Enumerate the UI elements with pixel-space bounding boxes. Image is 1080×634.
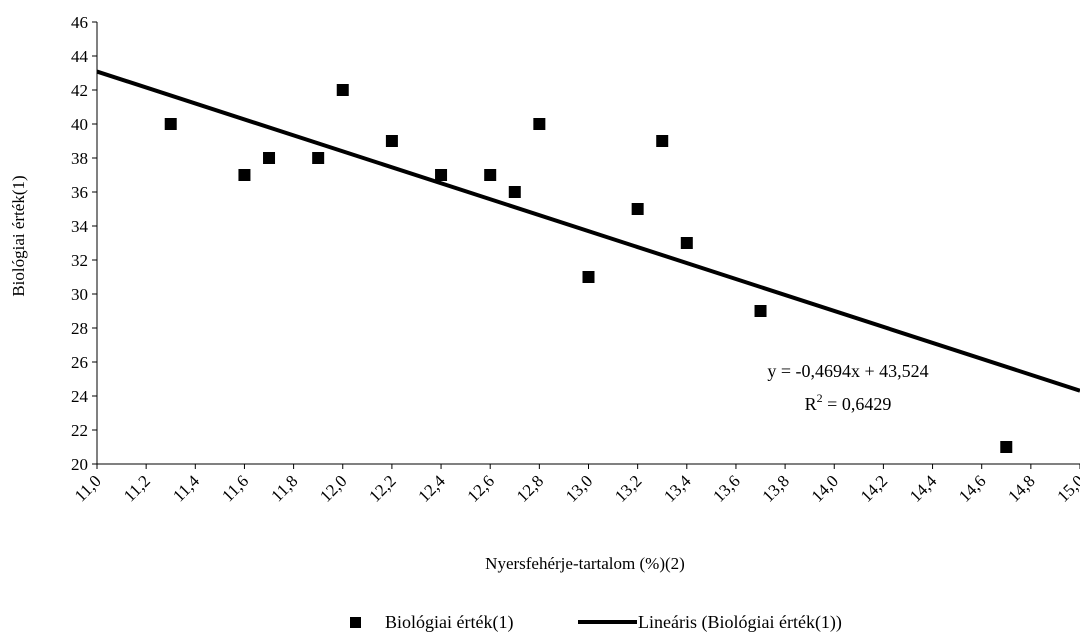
y-tick-label: 28 [71, 319, 88, 338]
x-tick-label: 12,2 [365, 471, 399, 505]
x-tick-label: 13,8 [758, 471, 792, 505]
data-point [336, 84, 349, 96]
y-axis-title: Biológiai érték(1) [9, 175, 28, 296]
data-point [631, 203, 644, 215]
data-point [238, 169, 251, 181]
data-point [533, 118, 546, 130]
x-tick-label: 11,6 [218, 471, 252, 505]
legend: Biológiai érték(1) Lineáris (Biológiai é… [350, 612, 842, 633]
y-tick-label: 36 [71, 183, 88, 202]
y-tick-label: 22 [71, 421, 88, 440]
x-tick-label: 13,4 [660, 471, 695, 506]
data-point [484, 169, 497, 181]
trendline-layer [96, 69, 1080, 393]
legend-square-marker [350, 617, 361, 628]
data-point [680, 237, 693, 249]
y-tick-label: 46 [71, 13, 88, 32]
x-tick-label: 14,4 [906, 471, 941, 506]
data-point [582, 271, 595, 283]
x-tick-label: 11,0 [71, 471, 105, 505]
x-tick-label: 14,8 [1004, 471, 1038, 505]
x-tick-label: 12,0 [316, 471, 350, 505]
data-point [385, 135, 398, 147]
x-tick-label: 15,0 [1053, 471, 1080, 505]
y-tick-label: 44 [71, 47, 89, 66]
y-axis-ticks: 20 22 24 26 28 30 32 34 36 38 40 42 44 46 [71, 13, 97, 474]
x-tick-label: 12,4 [414, 471, 449, 506]
x-tick-label: 13,6 [709, 471, 743, 505]
x-tick-label: 11,2 [120, 471, 154, 505]
legend-trend-label: Lineáris (Biológiai érték(1)) [638, 612, 842, 633]
x-axis-title: Nyersfehérje-tartalom (%)(2) [485, 554, 685, 573]
trend-equation: y = -0,4694x + 43,524 [767, 361, 928, 381]
y-tick-label: 32 [71, 251, 88, 270]
x-tick-label: 11,4 [169, 471, 203, 505]
x-tick-label: 13,0 [562, 471, 596, 505]
data-point [164, 118, 177, 130]
y-tick-label: 26 [71, 353, 88, 372]
x-tick-label: 13,2 [611, 471, 645, 505]
trend-r-squared: R2 = 0,6429 [805, 391, 892, 414]
x-axis-ticks: 11,0 11,2 11,4 11,6 11,8 12,0 12,2 12,4 12,6 12,8… [71, 464, 1080, 506]
y-tick-label: 42 [71, 81, 88, 100]
y-tick-label: 24 [71, 387, 89, 406]
y-tick-label: 34 [71, 217, 89, 236]
y-tick-label: 40 [71, 115, 88, 134]
x-tick-label: 12,8 [513, 471, 547, 505]
data-point [1000, 441, 1013, 453]
y-tick-label: 38 [71, 149, 88, 168]
y-tick-label: 20 [71, 455, 88, 474]
data-point [312, 152, 325, 164]
x-tick-label: 14,2 [857, 471, 891, 505]
data-point [263, 152, 276, 164]
data-points-layer [164, 84, 1013, 453]
trendline [96, 69, 1080, 393]
x-tick-label: 11,8 [267, 471, 301, 505]
data-point [508, 186, 521, 198]
y-tick-label: 30 [71, 285, 88, 304]
data-point [435, 169, 448, 181]
legend-series-label: Biológiai érték(1) [385, 612, 513, 633]
data-point [656, 135, 669, 147]
x-tick-label: 12,6 [464, 471, 498, 505]
x-tick-label: 14,6 [955, 471, 989, 505]
data-point [754, 305, 767, 317]
x-tick-label: 14,0 [808, 471, 842, 505]
